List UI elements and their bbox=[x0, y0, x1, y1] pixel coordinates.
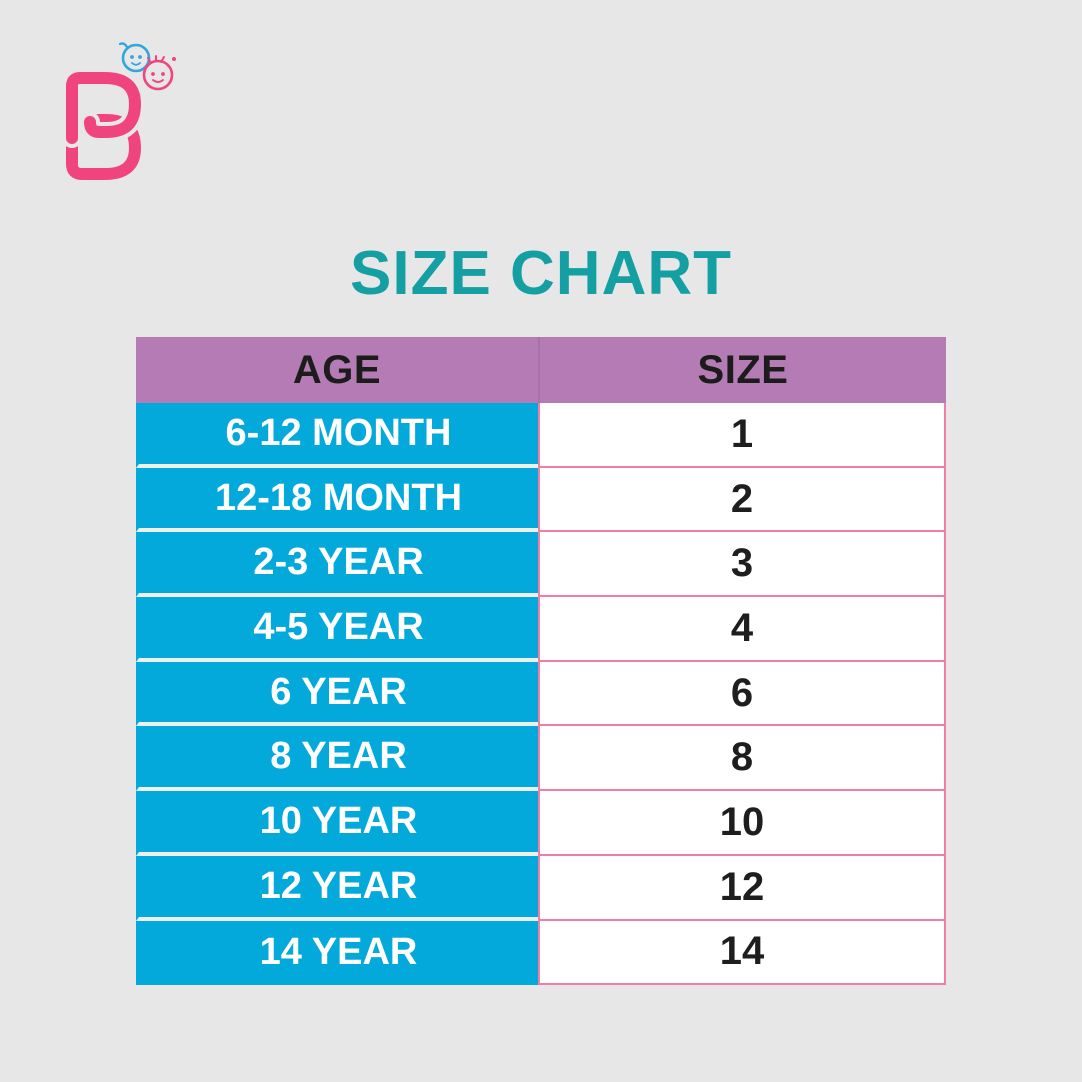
column-header-size: SIZE bbox=[538, 337, 946, 403]
age-cell: 8 YEAR bbox=[136, 726, 538, 792]
column-header-age: AGE bbox=[136, 337, 538, 403]
age-cell: 6-12 MONTH bbox=[136, 403, 538, 468]
size-cell: 1 bbox=[538, 403, 946, 468]
size-cell: 4 bbox=[538, 597, 946, 662]
size-cell: 14 bbox=[538, 920, 946, 986]
pink-baby-face-icon bbox=[142, 55, 176, 91]
size-cell: 3 bbox=[538, 532, 946, 598]
size-cell: 6 bbox=[538, 661, 946, 727]
page-title: SIZE CHART bbox=[350, 239, 732, 308]
size-table: AGE SIZE 6-12 MONTH 1 12-18 MONTH 2 2-3 … bbox=[136, 337, 946, 986]
age-cell: 12 YEAR bbox=[136, 855, 538, 921]
age-cell: 2-3 YEAR bbox=[136, 532, 538, 598]
age-cell: 4-5 YEAR bbox=[136, 597, 538, 662]
age-cell: 14 YEAR bbox=[136, 920, 538, 986]
blue-baby-face-icon bbox=[118, 42, 151, 73]
size-cell: 2 bbox=[538, 467, 946, 533]
age-cell: 10 YEAR bbox=[136, 791, 538, 856]
age-cell: 6 YEAR bbox=[136, 661, 538, 727]
size-cell: 10 bbox=[538, 791, 946, 856]
size-cell: 12 bbox=[538, 855, 946, 921]
logo-dot bbox=[172, 57, 176, 61]
age-cell: 12-18 MONTH bbox=[136, 467, 538, 533]
logo-letter-b bbox=[62, 68, 146, 180]
size-cell: 8 bbox=[538, 726, 946, 792]
brand-logo bbox=[62, 42, 176, 180]
